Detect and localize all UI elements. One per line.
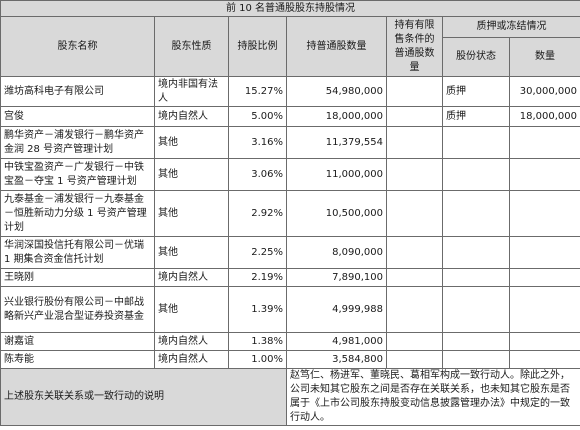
cell-pledge-quantity (508, 236, 580, 269)
cell-restricted-shares (386, 286, 443, 333)
header-shareholder-name: 股东名称 (0, 16, 155, 77)
cell-shareholder-name: 潍坊高科电子有限公司 (0, 76, 155, 107)
table-row: 谢嘉谊 境内自然人 1.38% 4,981,000 (0, 332, 580, 351)
cell-pledge-status (442, 332, 510, 351)
cell-pledge-status (442, 236, 510, 269)
cell-common-shares: 11,000,000 (286, 158, 387, 191)
cell-shareholder-nature: 其他 (154, 126, 229, 159)
cell-holding-ratio: 15.27% (228, 76, 287, 107)
header-row-1: 股东名称 股东性质 持股比例 持普通股数量 持有有限售条件的普通股数量 质押或冻… (0, 16, 580, 77)
cell-holding-ratio: 3.16% (228, 126, 287, 159)
cell-restricted-shares (386, 158, 443, 191)
header-common-shares: 持普通股数量 (286, 16, 387, 77)
table-row: 鹏华资产－浦发银行－鹏华资产金润 28 号资产管理计划 其他 3.16% 11,… (0, 126, 580, 159)
cell-pledge-status (442, 350, 510, 369)
header-holding-ratio: 持股比例 (228, 16, 287, 77)
cell-shareholder-nature: 境内自然人 (154, 350, 229, 369)
cell-pledge-quantity (508, 268, 580, 287)
cell-pledge-quantity (508, 158, 580, 191)
cell-shareholder-nature: 境内非国有法人 (154, 76, 229, 107)
cell-common-shares: 4,981,000 (286, 332, 387, 351)
cell-holding-ratio: 1.39% (228, 286, 287, 333)
cell-pledge-status (442, 268, 510, 287)
cell-pledge-quantity (508, 286, 580, 333)
cell-pledge-quantity (508, 126, 580, 159)
cell-common-shares: 3,584,800 (286, 350, 387, 369)
cell-shareholder-name: 宫俊 (0, 106, 155, 127)
cell-holding-ratio: 1.00% (228, 350, 287, 369)
table-row: 王晓刚 境内自然人 2.19% 7,890,100 (0, 268, 580, 287)
cell-shareholder-name: 谢嘉谊 (0, 332, 155, 351)
cell-holding-ratio: 2.25% (228, 236, 287, 269)
cell-pledge-status (442, 126, 510, 159)
table-row: 九泰基金－浦发银行－九泰基金－恒胜新动力分级 1 号资产管理计划 其他 2.92… (0, 190, 580, 237)
cell-shareholder-name: 中铁宝盈资产－广发银行－中铁宝盈－夺宝 1 号资产管理计划 (0, 158, 155, 191)
header-row-2: 股份状态 数量 (1, 37, 580, 77)
cell-pledge-quantity: 18,000,000 (508, 106, 580, 127)
table-title-row: 前 10 名普通股股东持股情况 (0, 0, 580, 17)
cell-common-shares: 8,090,000 (286, 236, 387, 269)
header-pledge-quantity: 数量 (508, 37, 580, 77)
cell-shareholder-name: 陈寿能 (0, 350, 155, 369)
cell-common-shares: 4,999,988 (286, 286, 387, 333)
cell-holding-ratio: 5.00% (228, 106, 287, 127)
header-pledge-group: 质押或冻结情况 (441, 16, 580, 38)
cell-pledge-quantity (508, 350, 580, 369)
cell-pledge-quantity (508, 190, 580, 237)
cell-pledge-quantity (508, 332, 580, 351)
cell-shareholder-name: 兴业银行股份有限公司－中邮战略新兴产业混合型证券投资基金 (0, 286, 155, 333)
cell-common-shares: 11,379,554 (286, 126, 387, 159)
header-restricted-shares: 持有有限售条件的普通股数量 (386, 16, 443, 77)
table-row: 兴业银行股份有限公司－中邮战略新兴产业混合型证券投资基金 其他 1.39% 4,… (0, 286, 580, 333)
cell-pledge-status (442, 190, 510, 237)
cell-pledge-status (442, 158, 510, 191)
cell-restricted-shares (386, 126, 443, 159)
cell-shareholder-nature: 其他 (154, 236, 229, 269)
cell-common-shares: 10,500,000 (286, 190, 387, 237)
cell-restricted-shares (386, 332, 443, 351)
cell-shareholder-nature: 其他 (154, 158, 229, 191)
cell-pledge-quantity: 30,000,000 (508, 76, 580, 107)
cell-holding-ratio: 3.06% (228, 158, 287, 191)
cell-holding-ratio: 2.92% (228, 190, 287, 237)
cell-common-shares: 54,980,000 (286, 76, 387, 107)
cell-holding-ratio: 1.38% (228, 332, 287, 351)
table-row: 中铁宝盈资产－广发银行－中铁宝盈－夺宝 1 号资产管理计划 其他 3.06% 1… (0, 158, 580, 191)
table-row: 华润深国投信托有限公司－优瑞 1 期集合资金信托计划 其他 2.25% 8,09… (0, 236, 580, 269)
cell-pledge-status (442, 286, 510, 333)
related-party-description: 赵笃仁、杨进军、董晓民、葛相军构成一致行动人。除此之外，公司未知其它股东之间是否… (285, 368, 580, 426)
related-party-label: 上述股东关联关系或一致行动的说明 (0, 368, 287, 426)
cell-restricted-shares (386, 236, 443, 269)
table-row: 陈寿能 境内自然人 1.00% 3,584,800 (0, 350, 580, 369)
cell-shareholder-nature: 其他 (154, 190, 229, 237)
cell-shareholder-nature: 境内自然人 (154, 332, 229, 351)
cell-common-shares: 7,890,100 (286, 268, 387, 287)
table-row: 潍坊高科电子有限公司 境内非国有法人 15.27% 54,980,000 质押 … (0, 76, 580, 107)
cell-shareholder-nature: 境内自然人 (154, 268, 229, 287)
table-row: 宫俊 境内自然人 5.00% 18,000,000 质押 18,000,000 (0, 106, 580, 127)
cell-shareholder-nature: 境内自然人 (154, 106, 229, 127)
cell-restricted-shares (386, 76, 443, 107)
cell-pledge-status: 质押 (442, 76, 510, 107)
cell-restricted-shares (386, 106, 443, 127)
cell-pledge-status: 质押 (442, 106, 510, 127)
cell-holding-ratio: 2.19% (228, 268, 287, 287)
header-shareholder-nature: 股东性质 (154, 16, 229, 77)
cell-shareholder-name: 九泰基金－浦发银行－九泰基金－恒胜新动力分级 1 号资产管理计划 (0, 190, 155, 237)
cell-shareholder-nature: 其他 (154, 286, 229, 333)
cell-restricted-shares (386, 190, 443, 237)
table-title: 前 10 名普通股股东持股情况 (0, 0, 580, 17)
cell-shareholder-name: 华润深国投信托有限公司－优瑞 1 期集合资金信托计划 (0, 236, 155, 269)
cell-shareholder-name: 王晓刚 (0, 268, 155, 287)
cell-common-shares: 18,000,000 (286, 106, 387, 127)
header-pledge-status: 股份状态 (442, 37, 510, 77)
cell-restricted-shares (386, 350, 443, 369)
footer-row: 上述股东关联关系或一致行动的说明 赵笃仁、杨进军、董晓民、葛相军构成一致行动人。… (0, 368, 580, 426)
cell-shareholder-name: 鹏华资产－浦发银行－鹏华资产金润 28 号资产管理计划 (0, 126, 155, 159)
cell-restricted-shares (386, 268, 443, 287)
